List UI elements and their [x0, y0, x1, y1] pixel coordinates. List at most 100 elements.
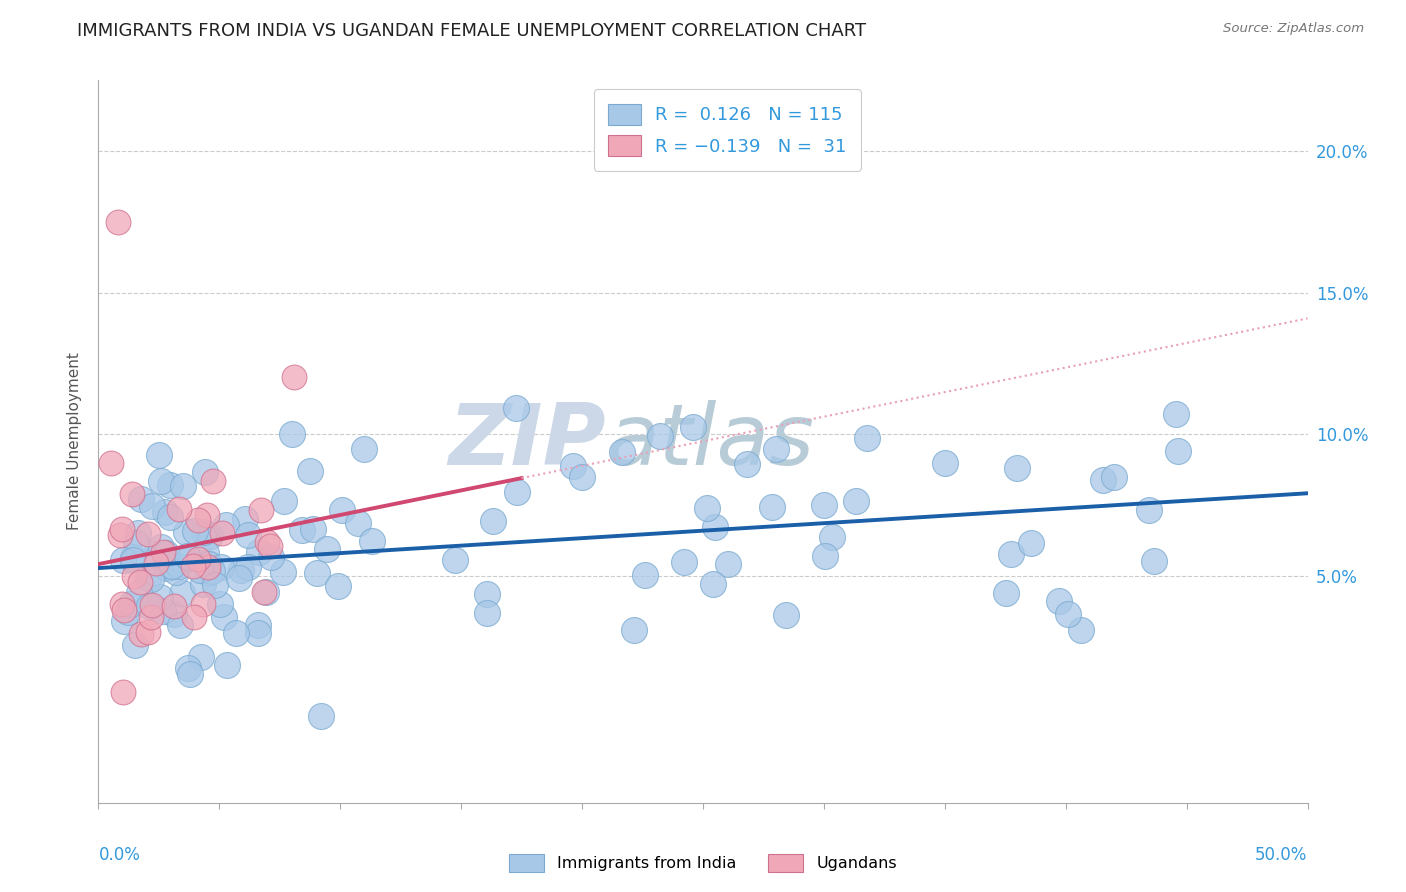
Point	[163, 599, 186, 614]
Point	[775, 607, 797, 622]
Point	[702, 577, 724, 591]
Point	[246, 618, 269, 632]
Point	[330, 503, 353, 517]
Point	[259, 549, 281, 564]
Point	[169, 617, 191, 632]
Point	[108, 528, 131, 542]
Text: 0.0%: 0.0%	[98, 847, 141, 864]
Point	[562, 458, 585, 473]
Point	[1019, 536, 1042, 550]
Point	[139, 572, 162, 586]
Point	[152, 544, 174, 558]
Point	[814, 549, 837, 563]
Point	[149, 590, 172, 604]
Point	[155, 546, 177, 560]
Point	[193, 525, 215, 540]
Point	[174, 524, 197, 539]
Point	[704, 520, 727, 534]
Legend: R =  0.126   N = 115, R = −0.139   N =  31: R = 0.126 N = 115, R = −0.139 N = 31	[593, 89, 860, 170]
Point	[128, 586, 150, 600]
Point	[283, 370, 305, 384]
Point	[172, 586, 194, 600]
Point	[194, 556, 217, 570]
Point	[141, 499, 163, 513]
Point	[1091, 473, 1114, 487]
Point	[281, 427, 304, 442]
Point	[215, 518, 238, 533]
Point	[197, 560, 219, 574]
Point	[571, 470, 593, 484]
Point	[610, 445, 633, 459]
Point	[475, 606, 498, 620]
Point	[506, 484, 529, 499]
Point	[200, 529, 222, 543]
Point	[124, 638, 146, 652]
Point	[167, 501, 190, 516]
Point	[672, 555, 695, 569]
Point	[202, 474, 225, 488]
Point	[328, 578, 350, 592]
Point	[112, 615, 135, 629]
Point	[129, 575, 152, 590]
Point	[122, 553, 145, 567]
Point	[187, 513, 209, 527]
Text: IMMIGRANTS FROM INDIA VS UGANDAN FEMALE UNEMPLOYMENT CORRELATION CHART: IMMIGRANTS FROM INDIA VS UGANDAN FEMALE …	[77, 22, 866, 40]
Point	[246, 625, 269, 640]
Point	[682, 420, 704, 434]
Point	[197, 558, 219, 572]
Text: atlas: atlas	[606, 400, 814, 483]
Point	[273, 494, 295, 508]
Point	[212, 610, 235, 624]
Point	[444, 553, 467, 567]
Y-axis label: Female Unemployment: Female Unemployment	[67, 352, 83, 531]
Point	[761, 500, 783, 515]
Point	[225, 626, 247, 640]
Point	[125, 535, 148, 549]
Point	[765, 442, 787, 456]
Point	[204, 578, 226, 592]
Point	[856, 431, 879, 445]
Point	[1102, 470, 1125, 484]
Point	[197, 566, 219, 581]
Point	[247, 544, 270, 558]
Point	[159, 477, 181, 491]
Point	[163, 607, 186, 621]
Point	[1137, 503, 1160, 517]
Text: ZIP: ZIP	[449, 400, 606, 483]
Point	[167, 558, 190, 573]
Point	[172, 479, 194, 493]
Point	[191, 577, 214, 591]
Point	[1057, 607, 1080, 621]
Point	[215, 657, 238, 672]
Point	[165, 565, 187, 579]
Point	[183, 610, 205, 624]
Point	[127, 525, 149, 540]
Point	[112, 603, 135, 617]
Point	[152, 604, 174, 618]
Point	[253, 585, 276, 599]
Point	[505, 401, 527, 416]
Point	[1070, 624, 1092, 638]
Point	[111, 597, 134, 611]
Point	[623, 623, 645, 637]
Point	[298, 464, 321, 478]
Point	[195, 546, 218, 560]
Point	[179, 667, 201, 681]
Point	[188, 563, 211, 577]
Point	[190, 649, 212, 664]
Point	[145, 547, 167, 561]
Point	[209, 560, 232, 574]
Point	[149, 474, 172, 488]
Point	[107, 215, 129, 229]
Point	[353, 442, 375, 456]
Text: Source: ZipAtlas.com: Source: ZipAtlas.com	[1223, 22, 1364, 36]
Point	[121, 486, 143, 500]
Point	[159, 510, 181, 524]
Point	[129, 491, 152, 506]
Point	[228, 571, 250, 585]
Point	[181, 558, 204, 573]
Point	[136, 571, 159, 585]
Point	[1143, 553, 1166, 567]
Point	[302, 523, 325, 537]
Point	[129, 626, 152, 640]
